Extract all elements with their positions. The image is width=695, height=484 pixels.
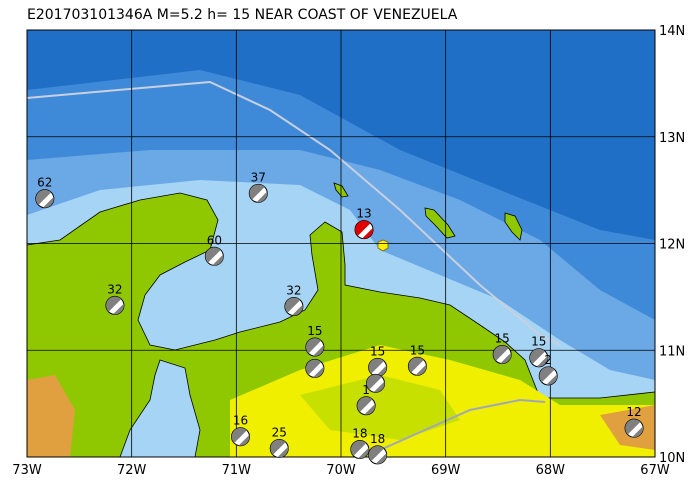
lon-tick-label: 72W [117,463,147,478]
ball-quadrant [539,366,555,383]
depth-label: 37 [251,170,266,184]
ball-quadrant [373,381,385,393]
ball-quadrant [238,434,250,446]
focal-mechanism [269,438,289,458]
ball-quadrant [305,338,322,354]
focal-mechanism [35,189,55,209]
depth-label: 15 [410,343,425,357]
ball-quadrant [366,374,382,390]
island [424,207,456,239]
ball-quadrant [277,446,289,458]
depth-label: 1 [362,383,370,397]
mountain [27,375,75,457]
focal-mechanism [368,357,388,377]
ball-quadrant [350,440,367,456]
ball-quadrant [368,358,384,374]
ball-quadrant [529,348,546,365]
ball-quadrant [364,403,376,415]
ball-quadrant [270,439,286,455]
depth-label: 25 [272,425,287,439]
ball-quadrant [358,447,369,459]
lat-tick-label: 10N [659,451,685,466]
ball-quadrant [35,189,52,205]
lat-tick-label: 14N [659,24,685,39]
ball-quadrant [113,303,124,315]
depth-label: 13 [356,207,371,221]
lon-tick-label: 71W [222,463,252,478]
ball-quadrant [212,254,224,266]
focal-mechanism [284,296,304,316]
ball-quadrant [313,345,324,357]
focal-mechanism [204,246,224,266]
focal-mechanism [305,358,325,378]
focal-mechanism [624,418,644,438]
ball-quadrant [362,227,374,239]
ball-quadrant [285,297,301,313]
map-title: E201703101346A M=5.2 h= 15 NEAR COAST OF… [27,7,458,23]
focal-mechanism [529,348,549,368]
lon-tick-label: 70W [326,463,356,478]
lat-tick-label: 13N [659,131,685,146]
lat-tick-label: 12N [659,238,685,253]
depth-label: 32 [107,282,122,296]
lon-tick-label: 68W [536,463,566,478]
ball-quadrant [42,196,54,208]
epicenter-marker [377,239,389,252]
ball-quadrant [292,304,303,316]
ball-quadrant [375,453,387,464]
focal-mechanism [492,345,512,365]
depth-label: 12 [626,405,641,419]
focal-mechanism [368,445,388,465]
depth-label: 2 [544,353,552,367]
ball-quadrant [355,220,371,236]
ball-quadrant [256,191,268,203]
lon-tick-label: 67W [640,463,670,478]
lon-tick-label: 69W [431,463,461,478]
focal-mechanism [538,366,558,386]
ball-quadrant [249,184,265,200]
focal-mechanism [105,295,125,315]
ball-quadrant [493,345,509,361]
focal-mechanism [350,440,370,460]
ball-quadrant [537,355,548,367]
ball-quadrant [625,419,641,435]
depth-label: 18 [370,432,385,446]
depth-label: 18 [352,427,367,441]
focal-mechanism [356,396,376,416]
focal-mechanism [231,427,251,447]
ball-quadrant [231,427,247,444]
ball-quadrant [313,366,324,378]
ball-quadrant [357,396,373,413]
ball-quadrant [415,364,427,376]
island [504,212,523,241]
depth-label: 32 [286,283,301,297]
hill [300,375,460,440]
depth-label: 15 [370,344,385,358]
ball-quadrant [106,296,122,312]
ball-quadrant [305,359,322,375]
ball-quadrant [500,352,512,364]
focal-mechanism [407,356,427,376]
ball-quadrant [375,365,387,377]
ball-quadrant [546,374,558,385]
depth-label: 15 [495,332,510,346]
ball-quadrant [368,445,384,462]
depth-label: 62 [37,176,52,190]
focal-mechanism [248,183,268,203]
ball-quadrant [205,247,221,263]
depth-label: 16 [233,414,248,428]
lon-tick-label: 73W [12,463,42,478]
depth-label: 15 [307,324,322,338]
ball-quadrant [408,357,424,373]
lat-tick-label: 11N [659,344,685,359]
focal-mechanism [305,337,325,357]
plate-boundary [26,80,561,346]
fault-line [379,398,546,451]
depth-label: 15 [531,335,546,349]
focal-mechanism [366,373,386,393]
ball-quadrant [632,426,644,438]
focal-mechanism [354,220,374,240]
depth-label: 60 [207,233,222,247]
